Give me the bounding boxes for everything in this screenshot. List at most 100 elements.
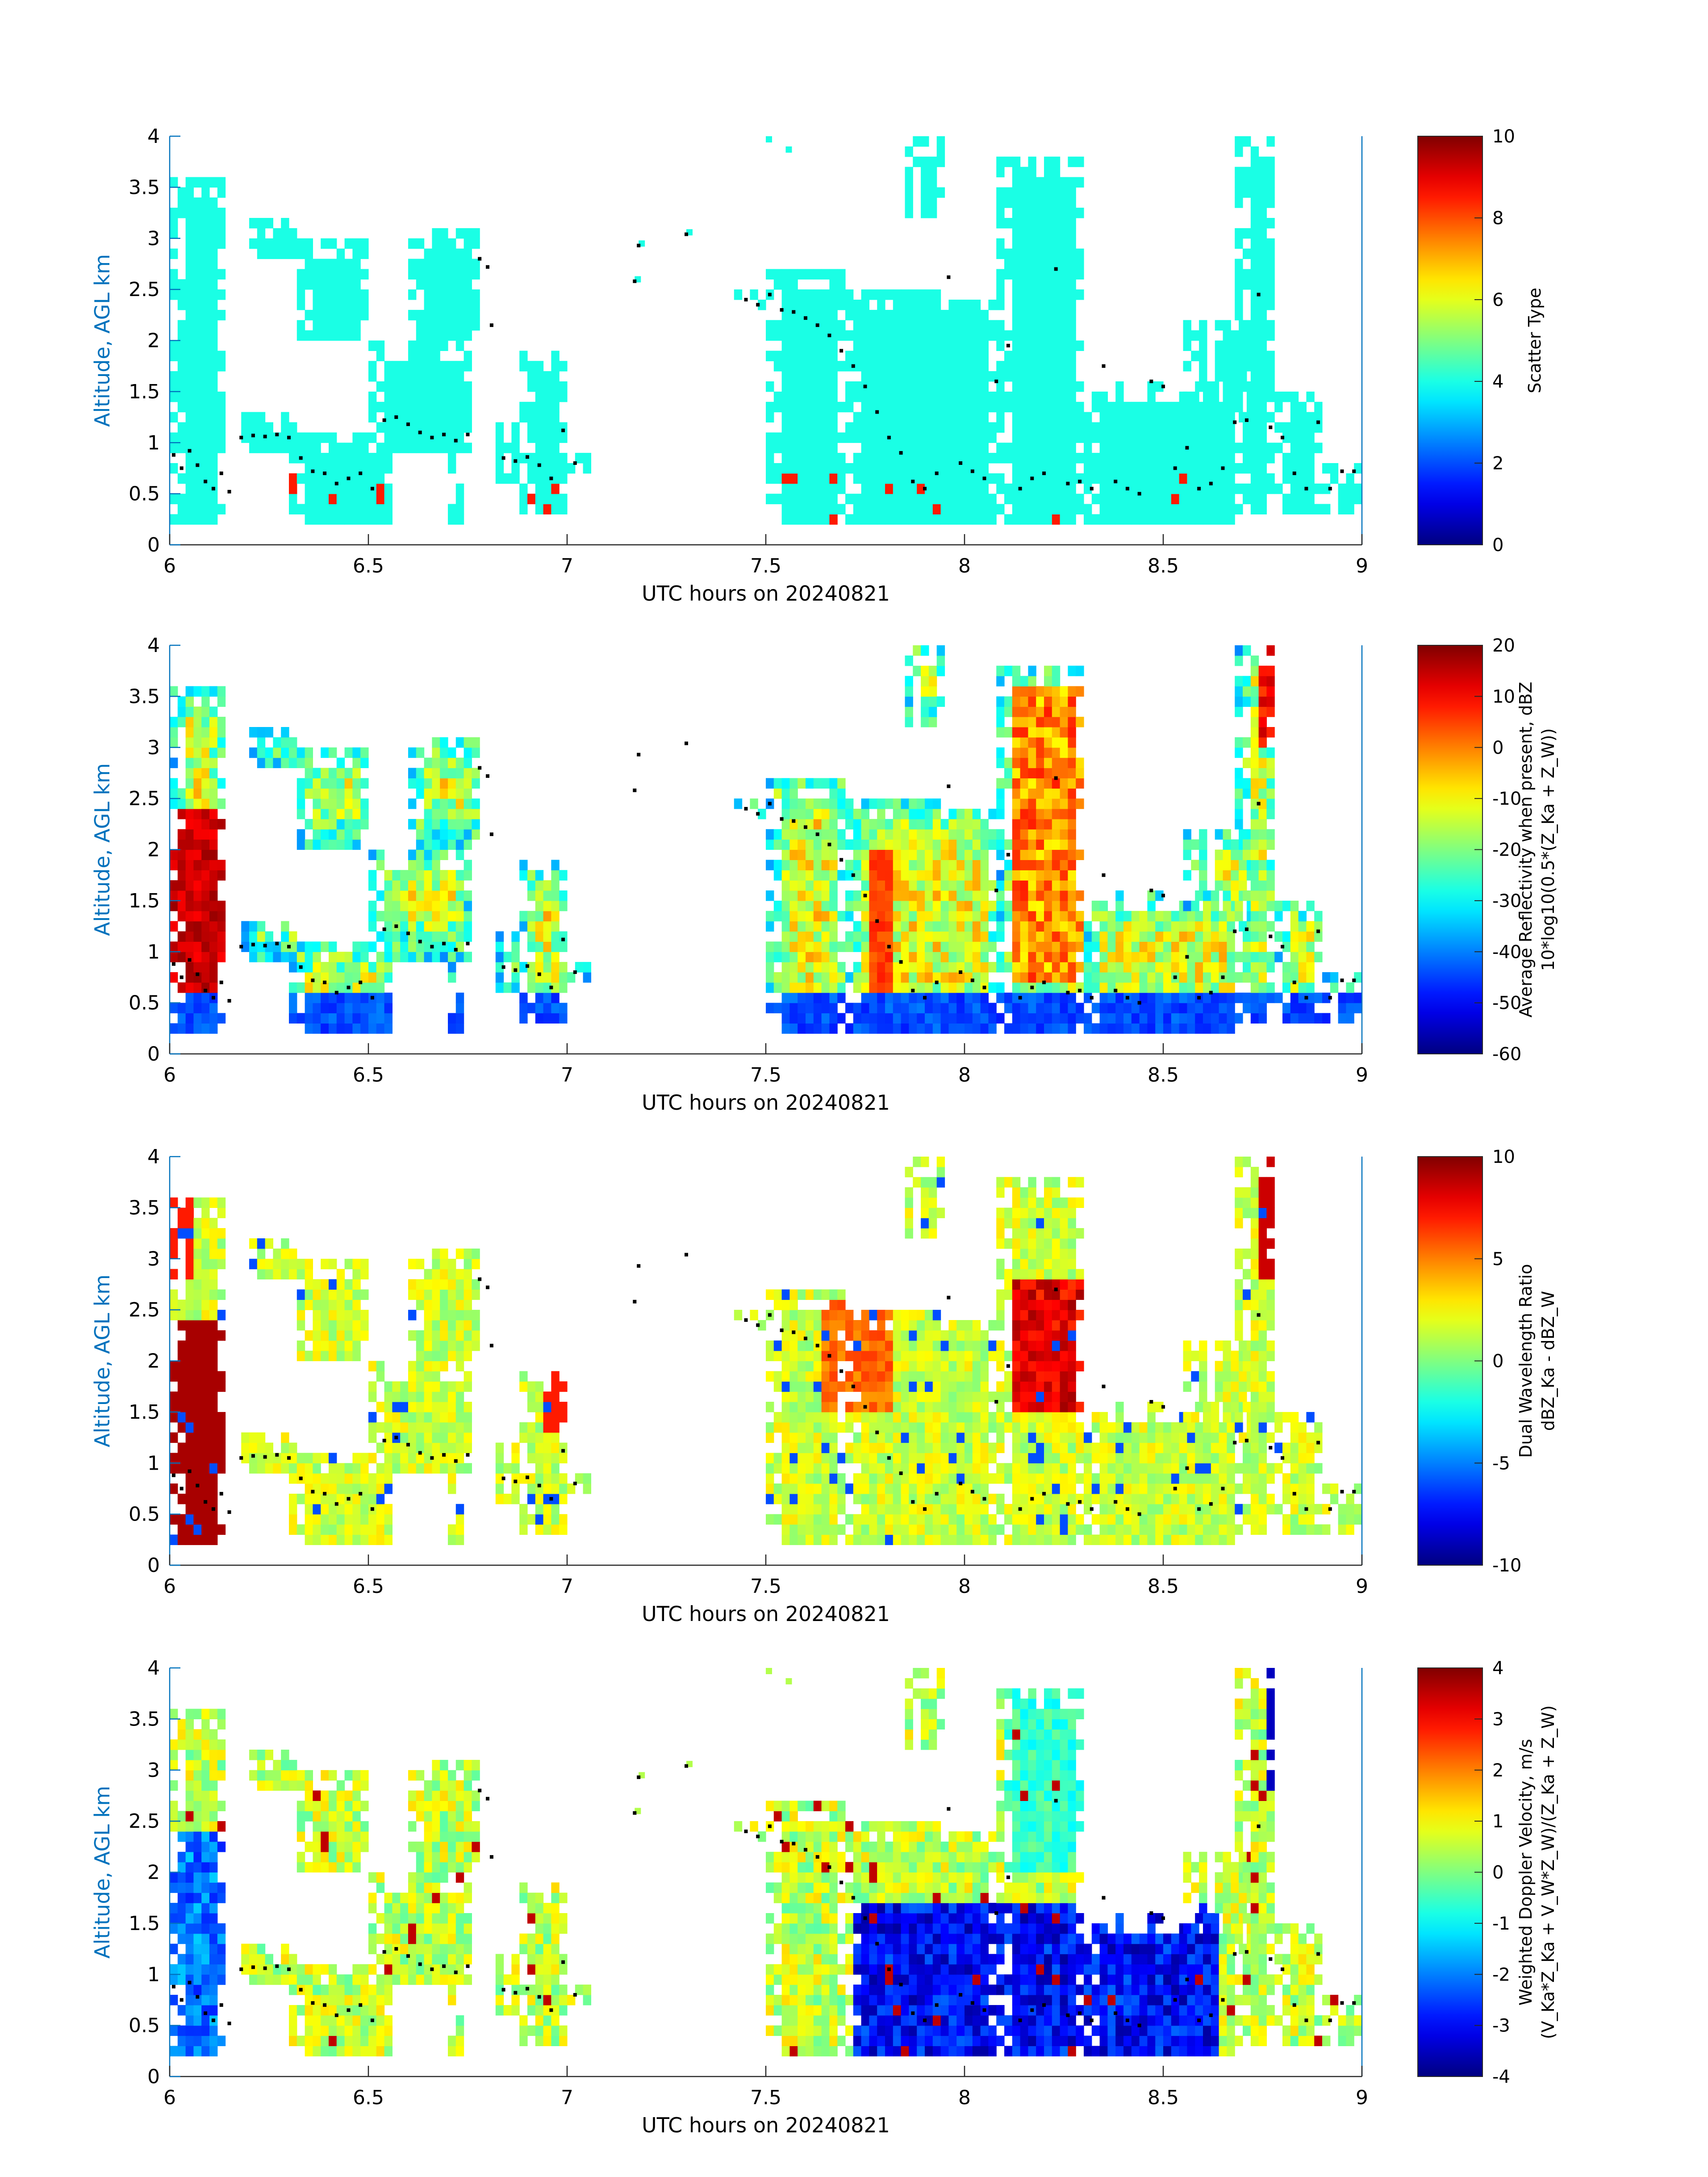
heatmap-cell [925, 371, 933, 382]
heatmap-cell [321, 1483, 329, 1494]
heatmap-cell [384, 921, 393, 932]
heatmap-cell [1052, 351, 1061, 361]
heatmap-cell [1076, 849, 1084, 860]
heatmap-cell [829, 473, 838, 484]
heatmap-cell [813, 453, 822, 464]
heatmap-cell [980, 911, 989, 922]
heatmap-cell [1036, 696, 1044, 707]
heatmap-cell [1298, 412, 1307, 423]
heatmap-cell [1052, 187, 1061, 198]
heatmap-cell [1266, 361, 1275, 372]
heatmap-cell [829, 330, 838, 341]
cloud-base-marker [263, 944, 267, 948]
heatmap-cell [1266, 696, 1275, 707]
heatmap-cell [193, 941, 202, 952]
heatmap-cell [440, 279, 448, 290]
heatmap-cell [1155, 401, 1164, 413]
heatmap-cell [766, 320, 774, 331]
heatmap-cell [925, 819, 933, 830]
heatmap-cell [289, 952, 297, 962]
heatmap-cell [1139, 514, 1148, 525]
heatmap-cell [193, 340, 202, 351]
heatmap-cell [495, 931, 504, 942]
heatmap-cell [917, 992, 925, 1003]
heatmap-cell [1223, 340, 1231, 351]
heatmap-cell [1258, 870, 1267, 881]
heatmap-cell [813, 514, 822, 525]
heatmap-cell [313, 504, 321, 514]
heatmap-cell [861, 849, 869, 860]
heatmap-cell [1115, 443, 1124, 453]
heatmap-cell [1028, 248, 1036, 259]
heatmap-cell [1131, 962, 1140, 973]
heatmap-cell [1068, 483, 1076, 494]
heatmap-cell [1258, 860, 1267, 870]
heatmap-cell [1044, 197, 1052, 208]
heatmap-cell [408, 952, 417, 962]
cloud-base-marker [549, 986, 553, 990]
heatmap-cell [821, 798, 830, 809]
heatmap-cell [1227, 931, 1235, 942]
heatmap-cell [185, 279, 194, 290]
heatmap-cell [201, 1197, 210, 1208]
heatmap-cell [217, 1524, 226, 1535]
heatmap-cell [455, 1013, 464, 1024]
heatmap-cell [1250, 819, 1259, 830]
heatmap-cell [1036, 1013, 1044, 1024]
heatmap-cell [806, 371, 814, 382]
heatmap-cell [1028, 839, 1036, 850]
heatmap-cell [344, 1013, 353, 1024]
heatmap-cell [1147, 941, 1156, 952]
heatmap-cell [1147, 391, 1156, 402]
heatmap-cell [948, 829, 957, 840]
heatmap-cell [527, 972, 536, 983]
heatmap-cell [1044, 218, 1052, 229]
heatmap-cell [980, 931, 989, 942]
heatmap-cell [193, 900, 202, 911]
heatmap-cell [1187, 941, 1195, 952]
heatmap-cell [885, 371, 894, 382]
heatmap-cell [1171, 941, 1180, 952]
heatmap-cell [281, 1442, 289, 1453]
heatmap-cell [869, 819, 877, 830]
heatmap-cell [996, 269, 1005, 280]
heatmap-cell [352, 992, 361, 1003]
heatmap-cell [185, 727, 194, 738]
heatmap-cell [1012, 371, 1021, 382]
heatmap-cell [170, 289, 178, 300]
heatmap-cell [821, 829, 830, 840]
heatmap-cell [1227, 514, 1235, 525]
heatmap-cell [1147, 1003, 1156, 1014]
heatmap-cell [1139, 952, 1148, 962]
heatmap-cell [1115, 982, 1124, 993]
heatmap-cell [217, 1197, 226, 1208]
heatmap-cell [893, 504, 902, 514]
heatmap-cell [956, 493, 965, 505]
heatmap-cell [296, 982, 305, 993]
heatmap-cell [1068, 737, 1076, 748]
heatmap-cell [781, 921, 790, 932]
heatmap-cell [1028, 819, 1036, 830]
heatmap-cell [1076, 962, 1084, 973]
heatmap-cell [1099, 493, 1108, 505]
heatmap-cell [296, 443, 305, 453]
heatmap-cell [821, 839, 830, 850]
heatmap-cell [909, 798, 917, 809]
heatmap-cell [527, 890, 536, 901]
heatmap-cell [1219, 1003, 1227, 1014]
heatmap-cell [1266, 320, 1275, 331]
heatmap-cell [1258, 911, 1267, 922]
heatmap-cell [773, 900, 782, 911]
heatmap-cell [1235, 676, 1243, 687]
heatmap-cell [885, 330, 894, 341]
heatmap-cell [948, 514, 957, 525]
heatmap-cell [948, 992, 957, 1003]
heatmap-cell [217, 860, 226, 870]
heatmap-cell [1076, 1003, 1084, 1014]
cloud-base-marker [804, 825, 807, 829]
heatmap-cell [1036, 463, 1044, 474]
heatmap-cell [1235, 136, 1243, 147]
heatmap-cell [368, 453, 377, 464]
heatmap-cell [432, 757, 440, 769]
heatmap-cell [1266, 453, 1275, 464]
